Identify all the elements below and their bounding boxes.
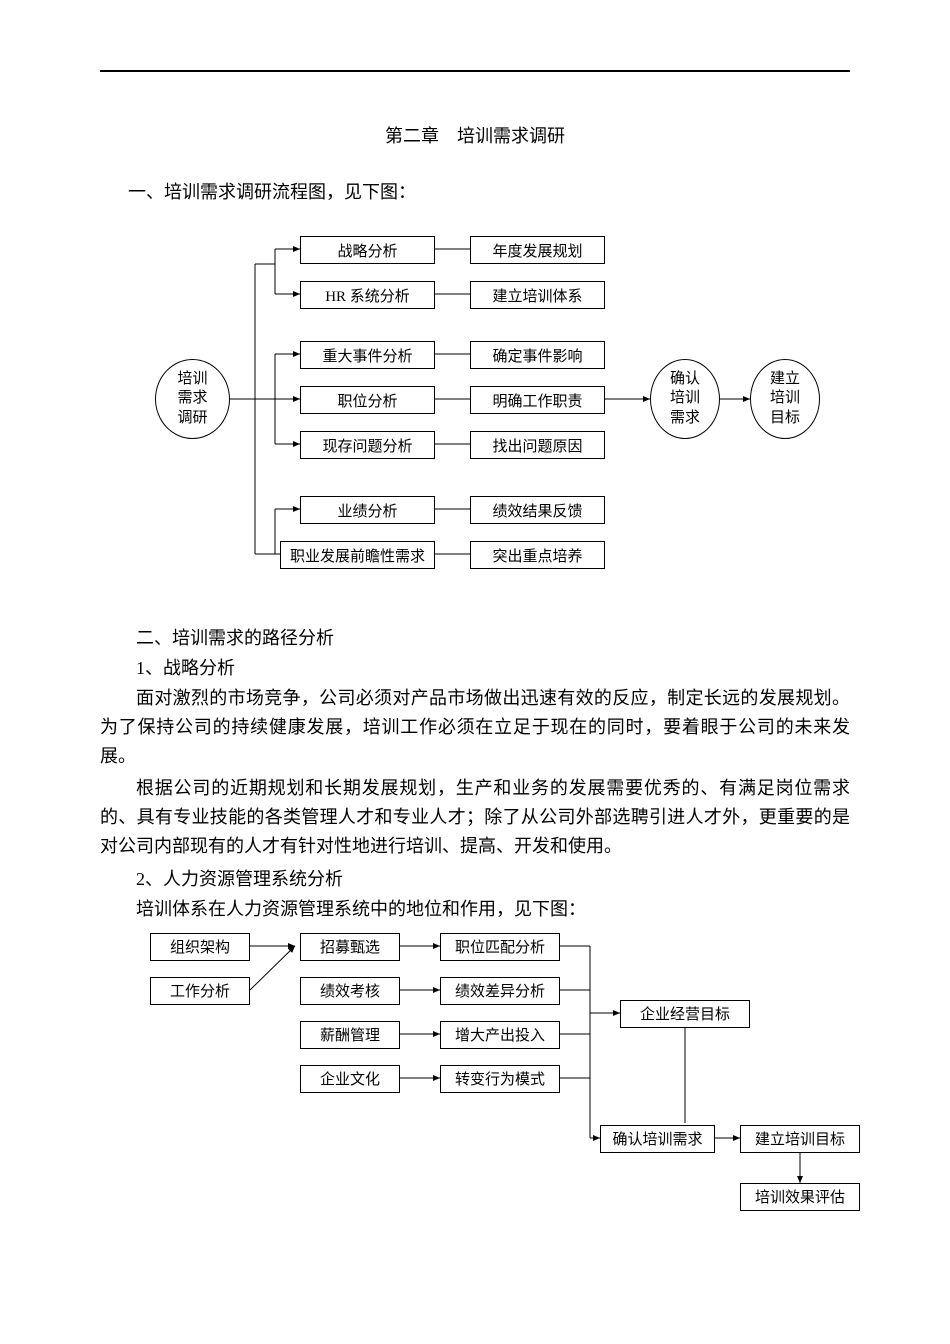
start-ellipse: 培训 需求 调研 <box>155 359 230 439</box>
f1-r0: 年度发展规划 <box>470 236 605 264</box>
f2-mid-0: 招募甄选 <box>300 933 400 961</box>
f2-right-0: 职位匹配分析 <box>440 933 560 961</box>
confirm-ellipse: 确认 培训 需求 <box>650 359 720 439</box>
f2-confirm: 确认培训需求 <box>600 1125 715 1153</box>
f1-l6: 职业发展前瞻性需求 <box>280 541 435 569</box>
item2-title: 2、人力资源管理系统分析 <box>100 865 850 891</box>
f1-l5: 业绩分析 <box>300 496 435 524</box>
header-rule <box>100 70 850 72</box>
confirm-label: 确认 培训 需求 <box>670 370 700 429</box>
f1-r4: 找出问题原因 <box>470 431 605 459</box>
f1-r6: 突出重点培养 <box>470 541 605 569</box>
f2-mid-3: 企业文化 <box>300 1065 400 1093</box>
f1-r2: 确定事件影响 <box>470 341 605 369</box>
flowchart-1: 培训 需求 调研 战略分析 年度发展规划 HR 系统分析 建立培训体系 重大事件… <box>125 234 825 594</box>
f2-eval: 培训效果评估 <box>740 1183 860 1211</box>
paragraph-1: 面对激烈的市场竞争，公司必须对产品市场做出迅速有效的反应，制定长远的发展规划。为… <box>100 684 850 770</box>
flowchart-2: 组织架构 工作分析 招募甄选 绩效考核 薪酬管理 企业文化 职位匹配分析 绩效差… <box>140 928 840 1218</box>
goal-ellipse: 建立 培训 目标 <box>750 359 820 439</box>
f2-buildgoal: 建立培训目标 <box>740 1125 860 1153</box>
f1-r3: 明确工作职责 <box>470 386 605 414</box>
start-label: 培训 需求 调研 <box>177 370 207 429</box>
section2-title: 二、培训需求的路径分析 <box>100 624 850 650</box>
item1-title: 1、战略分析 <box>100 654 850 680</box>
f1-l2: 重大事件分析 <box>300 341 435 369</box>
f2-right-2: 增大产出投入 <box>440 1021 560 1049</box>
goal-label: 建立 培训 目标 <box>770 370 800 429</box>
paragraph-2: 根据公司的近期规划和长期发展规划，生产和业务的发展需要优秀的、有满足岗位需求的、… <box>100 774 850 860</box>
f1-l3: 职位分析 <box>300 386 435 414</box>
paragraph-3: 培训体系在人力资源管理系统中的地位和作用，见下图： <box>100 895 850 924</box>
f2-mid-2: 薪酬管理 <box>300 1021 400 1049</box>
f2-left-0: 组织架构 <box>150 933 250 961</box>
f2-mid-1: 绩效考核 <box>300 977 400 1005</box>
f2-right-3: 转变行为模式 <box>440 1065 560 1093</box>
f1-l4: 现存问题分析 <box>300 431 435 459</box>
f1-l1: HR 系统分析 <box>300 281 435 309</box>
f1-l0: 战略分析 <box>300 236 435 264</box>
f2-bizgoal: 企业经营目标 <box>620 1000 750 1028</box>
f2-right-1: 绩效差异分析 <box>440 977 560 1005</box>
chapter-title: 第二章 培训需求调研 <box>100 122 850 148</box>
section1-title: 一、培训需求调研流程图，见下图： <box>100 178 850 204</box>
f1-r5: 绩效结果反馈 <box>470 496 605 524</box>
f2-left-1: 工作分析 <box>150 977 250 1005</box>
f1-r1: 建立培训体系 <box>470 281 605 309</box>
